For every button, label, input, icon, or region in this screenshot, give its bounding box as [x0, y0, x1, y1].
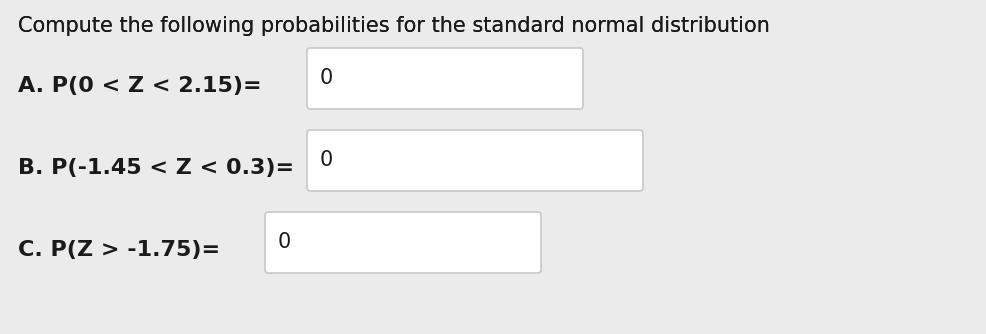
FancyBboxPatch shape: [307, 130, 643, 191]
Text: Compute the following probabilities for the standard normal distribution: Compute the following probabilities for …: [18, 16, 777, 36]
FancyBboxPatch shape: [307, 48, 583, 109]
FancyBboxPatch shape: [265, 212, 541, 273]
Text: 0: 0: [320, 151, 333, 170]
Text: C. P(Z > -1.75)=: C. P(Z > -1.75)=: [18, 240, 220, 260]
Text: Compute the following probabilities for the standard normal distribution: Compute the following probabilities for …: [0, 323, 506, 334]
Text: Compute the following probabilities for the standard normal distribution: Compute the following probabilities for …: [18, 16, 777, 36]
Text: A. P(0 < Z < 2.15)=: A. P(0 < Z < 2.15)=: [18, 76, 261, 96]
Text: 0: 0: [320, 68, 333, 89]
Text: 0: 0: [278, 232, 291, 253]
Text: B. P(-1.45 < Z < 0.3)=: B. P(-1.45 < Z < 0.3)=: [18, 158, 294, 178]
